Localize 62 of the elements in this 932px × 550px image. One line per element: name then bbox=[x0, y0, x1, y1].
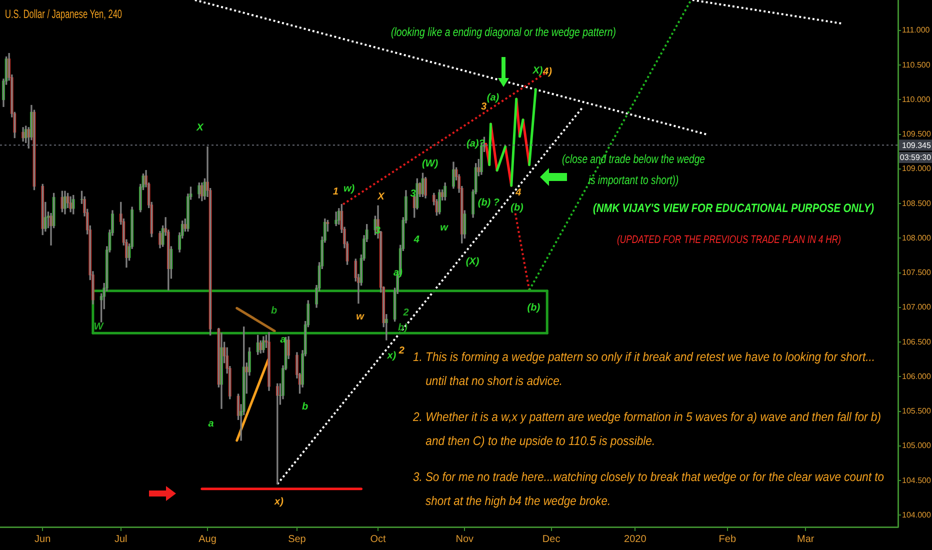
annotation: 1. This is forming a wedge pattern so only if it break and retest we have to looking for short... until that no short is advice. bbox=[413, 349, 875, 390]
annotation: w bbox=[356, 312, 364, 322]
annotation: (looking like a ending diagonal or the wedge pattern) bbox=[391, 24, 616, 40]
y-tick-label: 107.500 bbox=[902, 268, 932, 278]
y-tick-label: 109.500 bbox=[902, 130, 932, 139]
y-tick-label: 107.000 bbox=[902, 302, 932, 312]
annotation: (UPDATED FOR THE PREVIOUS TRADE PLAN IN 4 HR) bbox=[617, 233, 841, 248]
y-tick-label: 108.500 bbox=[902, 198, 932, 208]
y-tick-label: 109.000 bbox=[902, 164, 932, 174]
y-tick-label: 108.000 bbox=[902, 233, 932, 242]
x-tick-label: Jun bbox=[34, 534, 51, 545]
annotation: W bbox=[94, 322, 104, 332]
y-tick-label: 106.000 bbox=[902, 372, 932, 381]
x-tick-label: Sep bbox=[288, 534, 306, 545]
annotation: w bbox=[440, 222, 448, 234]
annotation: X) bbox=[532, 66, 543, 77]
annotation: (close and trade below the wedge is important to short)) bbox=[562, 150, 705, 188]
annotation: b bbox=[270, 306, 278, 316]
annotation: 3. So for me no trade here...watching closely to break that wedge or for the clear wave count to short at the high b4 the wedge broke. bbox=[413, 469, 884, 510]
annotation: (W) bbox=[422, 158, 438, 170]
annotation: (X) bbox=[466, 256, 480, 268]
annotation: a) bbox=[394, 268, 402, 278]
annotation: 3 bbox=[410, 188, 416, 200]
x-tick-label: Nov bbox=[456, 534, 474, 545]
x-tick-label: Jul bbox=[114, 534, 128, 545]
annotation: 2 bbox=[403, 308, 409, 318]
y-tick-label: 104.500 bbox=[902, 476, 932, 485]
y-tick-label: 111.000 bbox=[902, 26, 930, 35]
y-tick-label: 110.500 bbox=[902, 60, 931, 70]
ref-line-label: 109.345 bbox=[902, 140, 932, 150]
annotation: (b) bbox=[510, 202, 524, 214]
annotation: x) bbox=[274, 496, 284, 508]
y-tick-label: 104.000 bbox=[902, 510, 932, 520]
text: U.S. Dollar / Japanese Yen, 240 bbox=[5, 6, 122, 22]
x-tick-label: Dec bbox=[542, 534, 560, 545]
annotation: 4 bbox=[516, 187, 522, 198]
annotation: x) bbox=[387, 350, 396, 362]
y-tick-label: 105.000 bbox=[902, 441, 932, 450]
y-tick-label: 110.000 bbox=[902, 94, 931, 104]
x-tick-label: 2020 bbox=[624, 534, 647, 545]
annotation: 3 bbox=[480, 101, 487, 112]
annotation: b bbox=[302, 402, 308, 412]
annotation: (NMK VIJAY'S VIEW FOR EDUCATIONAL PURPOSE ONLY) bbox=[593, 200, 874, 217]
annotation: a bbox=[208, 418, 214, 430]
x-tick-label: Feb bbox=[718, 534, 736, 545]
x-tick-label: Mar bbox=[797, 534, 815, 545]
y-tick-label: 105.500 bbox=[902, 406, 932, 416]
annotation: (a) bbox=[486, 92, 500, 104]
annotation: (b) bbox=[527, 302, 540, 314]
annotation: 1 bbox=[332, 186, 338, 198]
annotation: (b) ? bbox=[478, 198, 500, 208]
annotation: 2. Whether it is a w,x y pattern are wedge formation in 5 waves for a) wave and then fall for b) and then C) to the upside to 110.5 is possible. bbox=[413, 409, 881, 450]
annotation: 4) bbox=[543, 66, 552, 78]
text: 03:59:30 bbox=[899, 152, 932, 163]
annotation: X bbox=[378, 192, 384, 202]
annotation: 4 bbox=[414, 234, 420, 246]
annotation: 2 bbox=[398, 346, 404, 356]
x-tick-label: Oct bbox=[370, 534, 386, 545]
x-tick-label: Aug bbox=[198, 534, 216, 545]
annotation: w) bbox=[343, 184, 355, 194]
annotation: X bbox=[196, 122, 204, 134]
y-tick-label: 106.500 bbox=[902, 337, 932, 346]
